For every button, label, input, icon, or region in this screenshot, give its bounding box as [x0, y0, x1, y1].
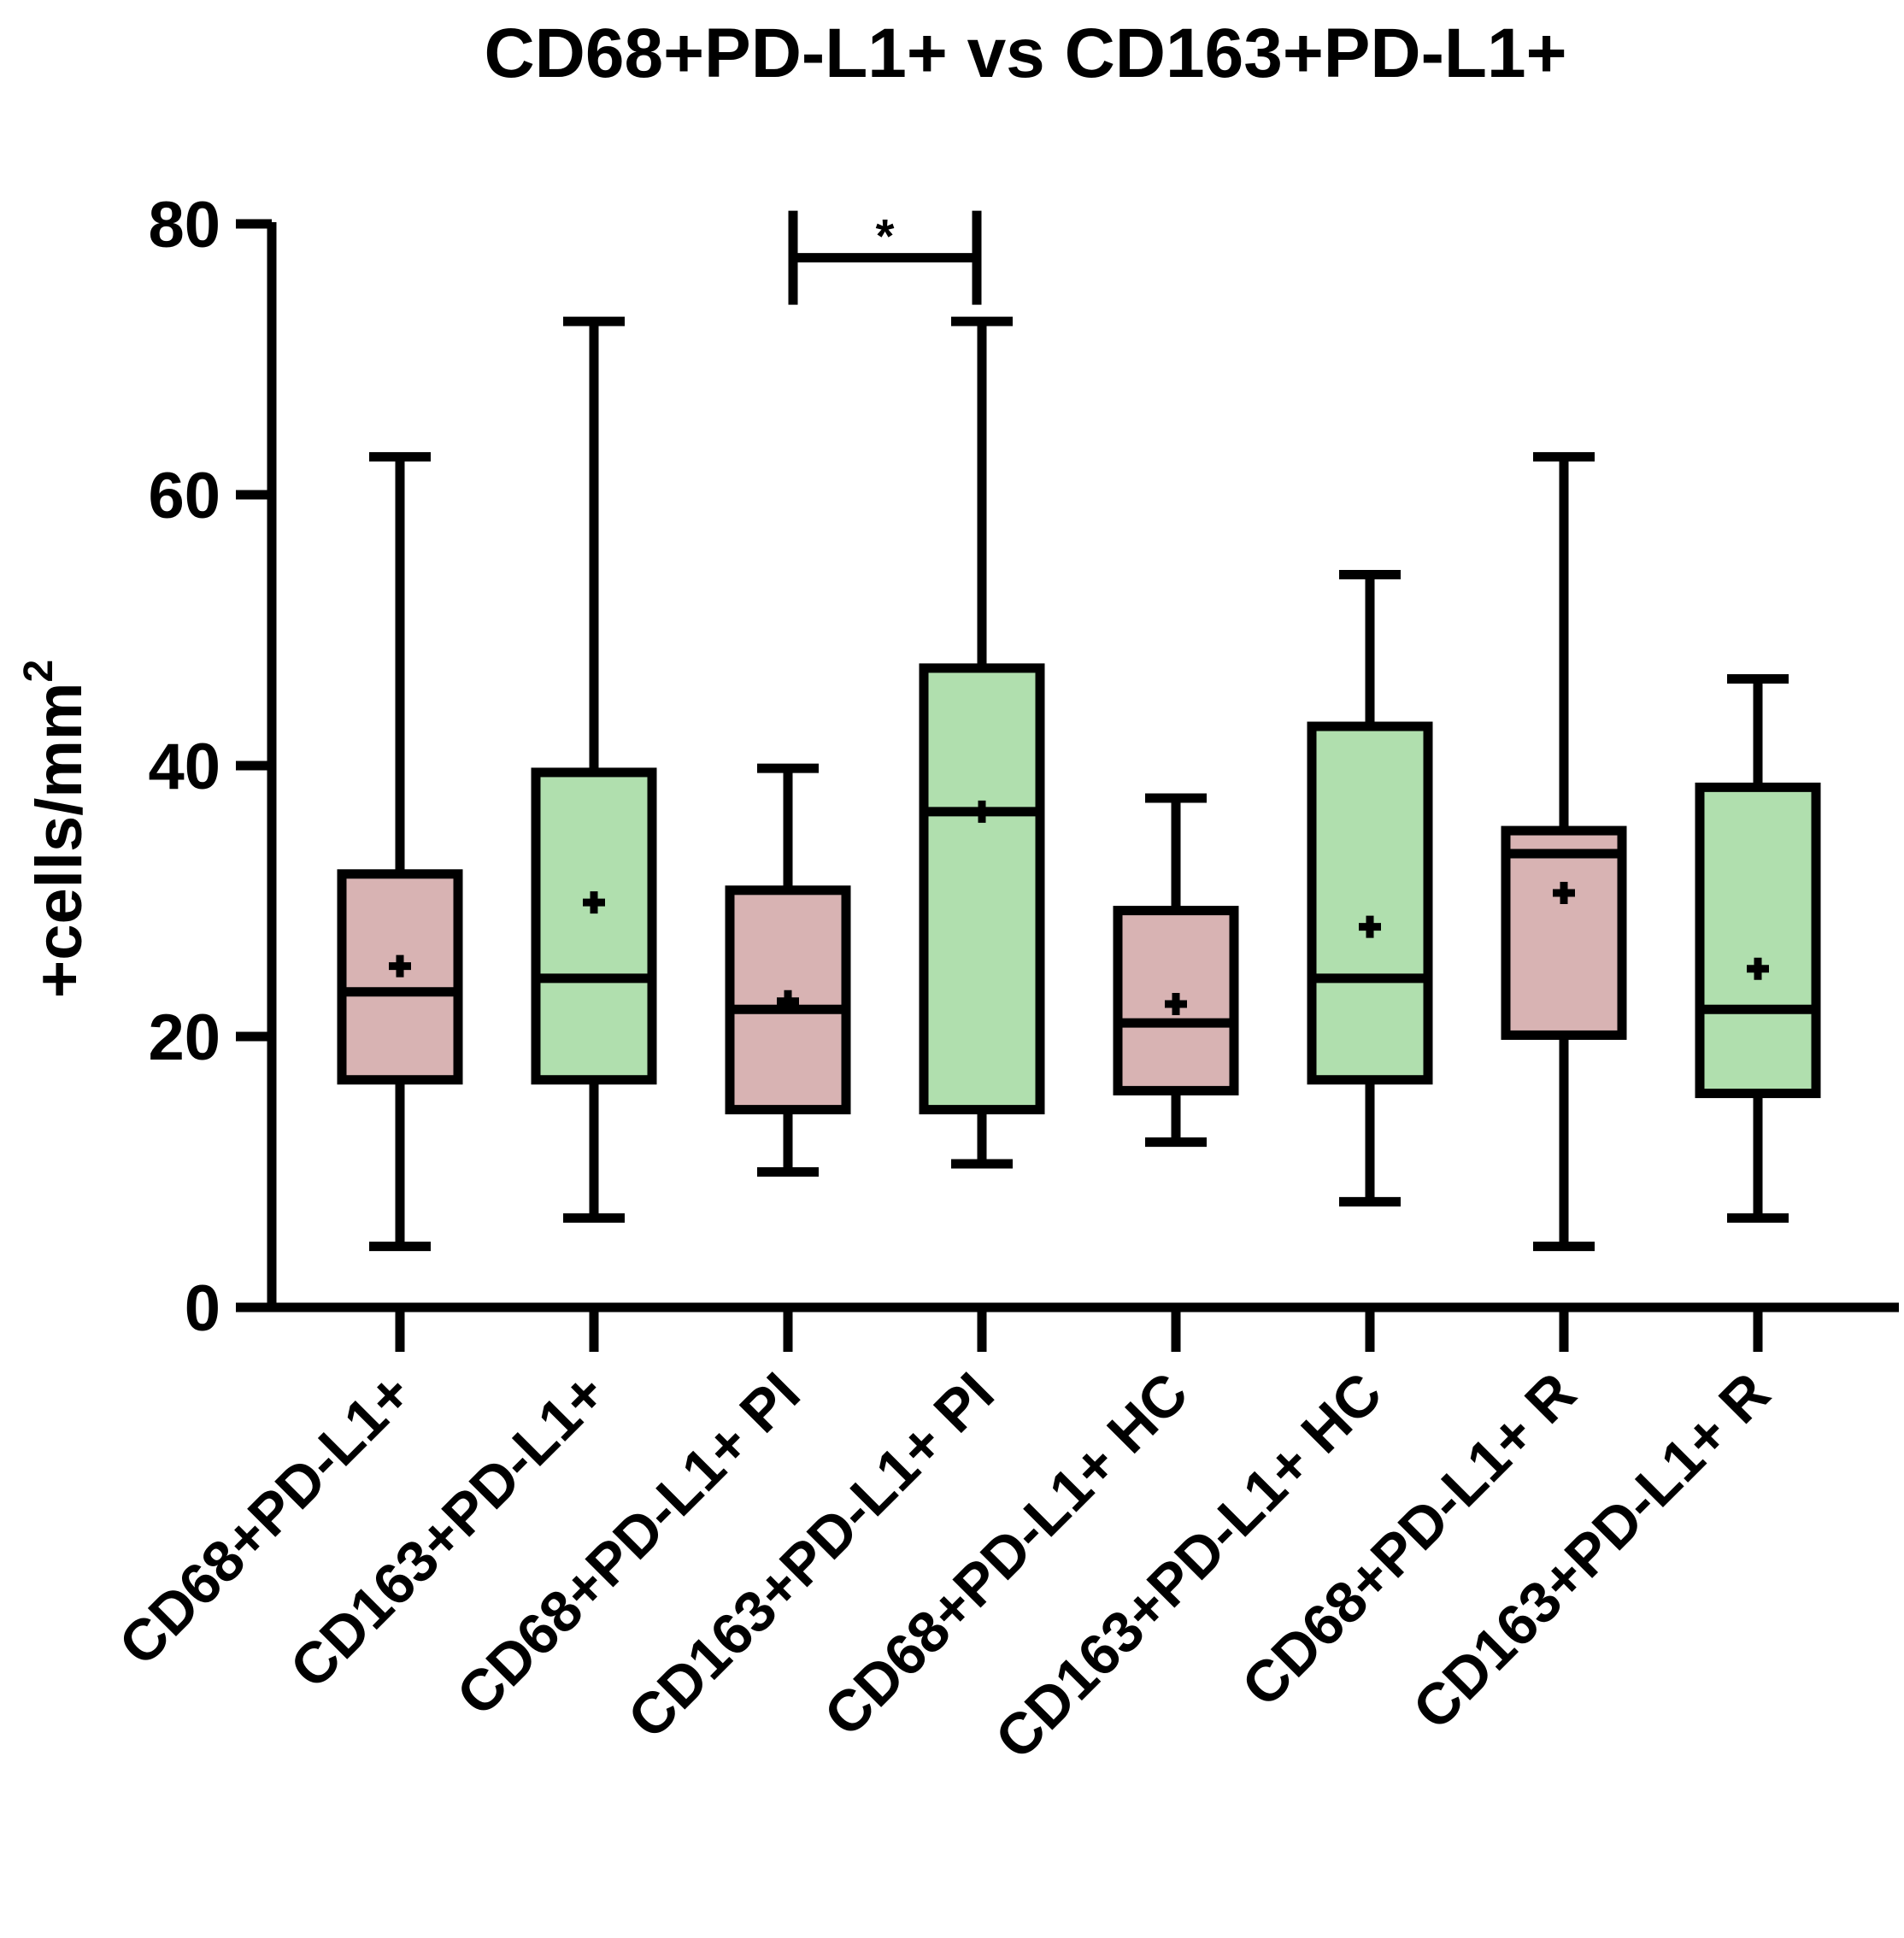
category-label: CD68+PD-L1+ HC [812, 1360, 1201, 1749]
y-tick-label: 40 [148, 731, 220, 803]
category-label: CD163+PD-L1+ PI [615, 1360, 1006, 1751]
box-3 [725, 763, 851, 1352]
mean-marker [1165, 992, 1187, 1015]
mean-marker [1747, 957, 1769, 980]
significance-annotations: * [788, 209, 982, 305]
category-label: CD68+PD-L1+ R [1230, 1360, 1589, 1719]
box-7 [1501, 452, 1627, 1352]
category-label: CD163+PD-L1+ R [1401, 1360, 1783, 1742]
mean-marker [389, 954, 411, 978]
box-iqr [1501, 825, 1627, 1040]
box-6 [1307, 570, 1433, 1352]
box-4 [919, 316, 1045, 1352]
mean-marker [777, 990, 799, 1013]
box-8 [1695, 674, 1821, 1352]
box-iqr [1113, 906, 1239, 1095]
axes [267, 222, 1899, 1313]
significance-label: * [876, 209, 895, 263]
y-axis-label: +cells/mm2 [16, 660, 96, 998]
chart-title: CD68+PD-L1+ vs CD163+PD-L1+ [484, 15, 1566, 92]
mean-marker [971, 800, 993, 823]
y-tick-label: 60 [148, 460, 220, 532]
mean-marker [1553, 881, 1575, 904]
boxes [337, 316, 1821, 1352]
y-tick-label: 80 [148, 189, 220, 261]
box-5 [1113, 793, 1239, 1352]
box-iqr [531, 767, 657, 1085]
box-1 [337, 452, 463, 1352]
y-axis-label-text: +cells/mm [23, 683, 96, 999]
box-iqr [919, 663, 1045, 1115]
y-tick-label: 20 [148, 1001, 220, 1074]
category-labels: CD68+PD-L1+CD163+PD-L1+CD68+PD-L1+ PICD1… [107, 1360, 1783, 1771]
category-label: CD163+PD-L1+ HC [983, 1360, 1394, 1771]
y-axis-label-superscript: 2 [16, 660, 62, 683]
y-tick-label: 0 [185, 1272, 220, 1345]
significance-bracket: * [788, 209, 982, 305]
y-ticks: 0 20 40 60 80 [148, 189, 272, 1345]
box-iqr [1307, 721, 1433, 1085]
mean-marker [1359, 915, 1381, 938]
category-label: CD68+PD-L1+ PI [444, 1360, 813, 1729]
mean-marker [583, 891, 605, 914]
box-iqr [1695, 782, 1821, 1099]
box-2 [531, 316, 657, 1352]
